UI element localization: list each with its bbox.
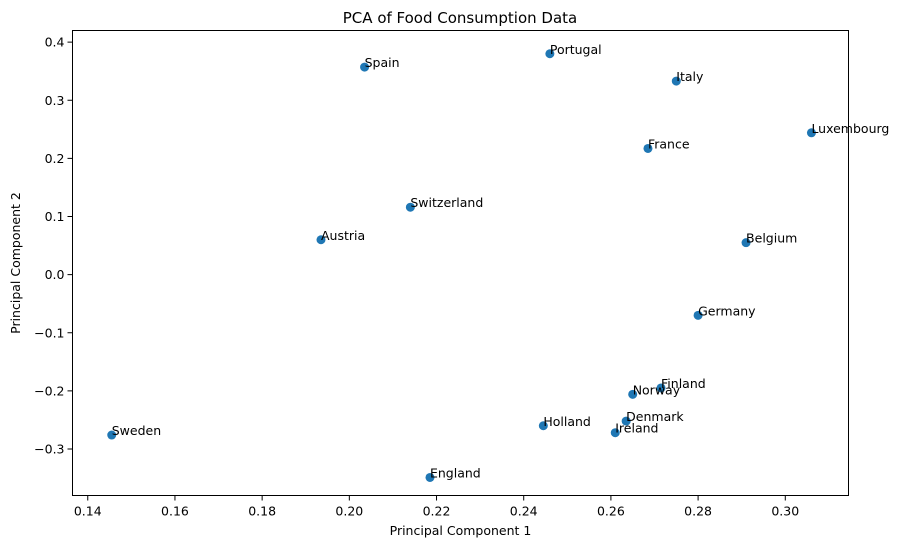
x-tick-label: 0.24 [510,504,538,519]
data-point-luxembourg [806,128,816,138]
data-point-switzerland [405,202,415,212]
x-tick-label: 0.20 [335,504,363,519]
point-label-switzerland: Switzerland [410,195,483,210]
y-tick-label: 0.3 [45,93,65,108]
y-tick-label: 0.1 [45,209,65,224]
y-tick-label: 0.2 [45,151,65,166]
chart-title: PCA of Food Consumption Data [343,9,577,27]
point-label-luxembourg: Luxembourg [811,121,889,136]
y-tick-label: 0.0 [45,267,65,282]
point-label-germany: Germany [698,303,756,318]
data-point-spain [360,62,370,72]
x-tick-label: 0.18 [248,504,276,519]
x-tick-label: 0.26 [597,504,625,519]
data-point-italy [671,76,681,86]
data-point-austria [316,235,326,245]
point-label-spain: Spain [365,55,400,70]
x-tick-label: 0.22 [423,504,451,519]
data-point-ireland [610,428,620,438]
data-point-france [643,143,653,153]
data-point-belgium [741,238,751,248]
point-label-sweden: Sweden [112,423,161,438]
y-tick-label: −0.1 [34,325,64,340]
y-tick-label: −0.2 [34,383,64,398]
point-label-ireland: Ireland [615,421,658,436]
point-label-italy: Italy [676,69,704,84]
plot-frame [72,30,849,496]
x-tick-label: 0.16 [161,504,189,519]
point-label-austria: Austria [321,228,365,243]
data-point-england [425,472,435,482]
point-label-denmark: Denmark [626,409,684,424]
y-axis-label: Principal Component 2 [8,192,23,334]
point-label-france: France [648,136,690,151]
data-point-germany [693,310,703,320]
x-tick-label: 0.30 [771,504,799,519]
data-point-holland [538,421,548,431]
x-tick-label: 0.14 [74,504,102,519]
data-point-denmark [621,416,631,426]
y-tick-label: 0.4 [45,35,65,50]
point-label-portugal: Portugal [550,42,602,57]
x-axis-label: Principal Component 1 [390,523,532,538]
point-label-belgium: Belgium [746,231,797,246]
y-tick-label: −0.3 [34,442,64,457]
point-label-holland: Holland [543,414,591,429]
data-point-finland [656,383,666,393]
x-tick-label: 0.28 [684,504,712,519]
point-label-norway: Norway [633,382,681,397]
plot-area: Portugal Spain Italy Luxembourg France Switze… [107,42,889,482]
data-point-norway [628,389,638,399]
data-point-sweden [107,430,117,440]
point-label-england: England [430,465,481,480]
point-label-finland: Finland [661,376,706,391]
data-point-portugal [545,49,555,59]
